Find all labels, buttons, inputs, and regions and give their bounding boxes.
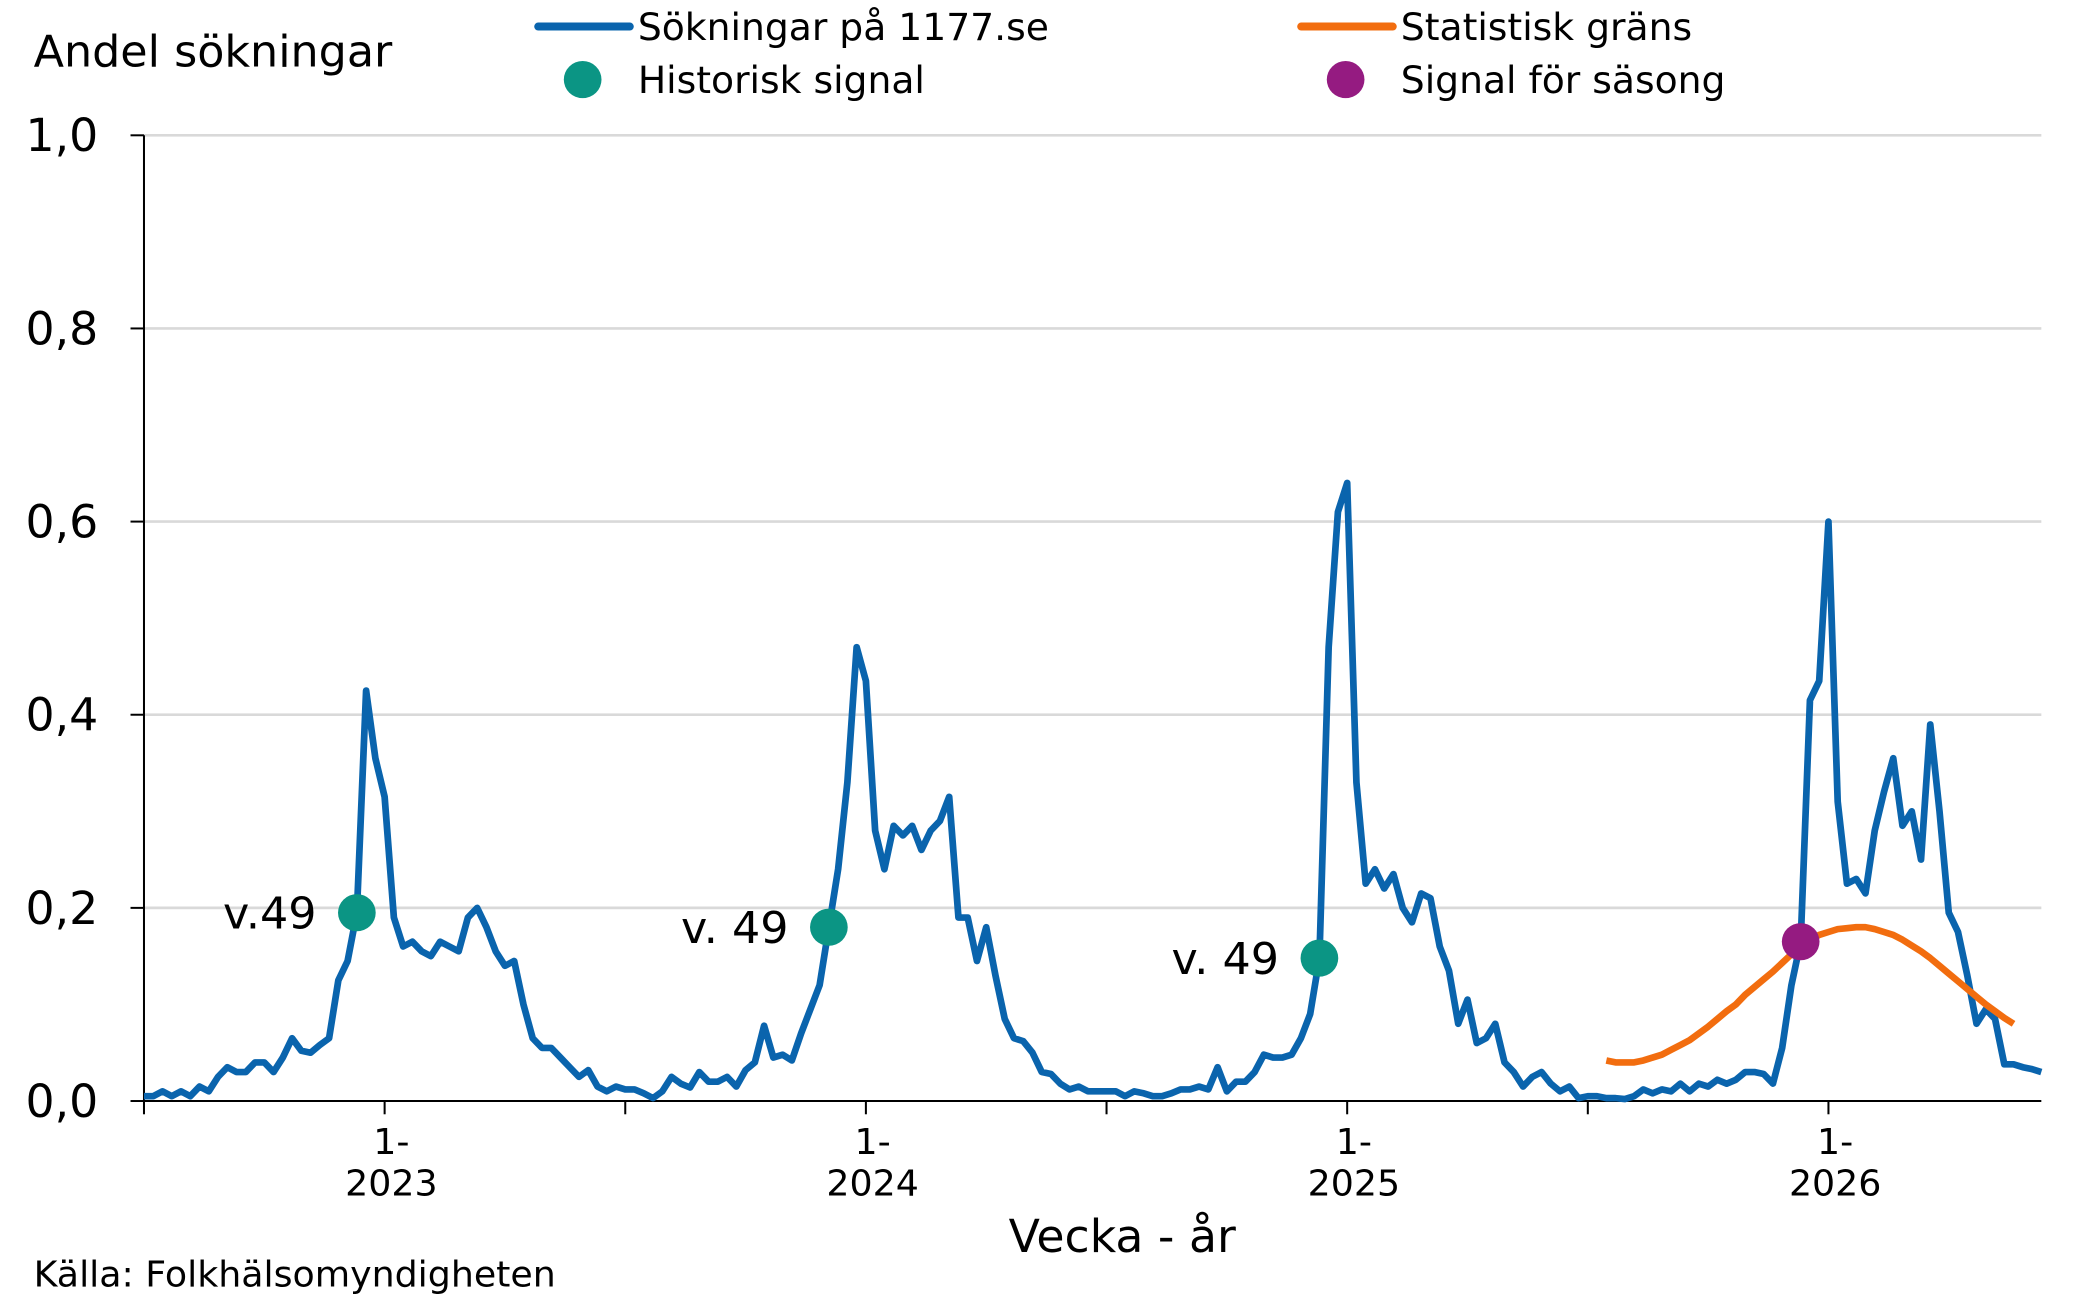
legend-label: Statistisk gräns <box>1401 5 1692 49</box>
y-tick-label: 0,0 <box>25 1075 98 1128</box>
y-tick-label: 0,2 <box>25 882 98 935</box>
series-line <box>143 479 2043 1103</box>
signal-point <box>1300 939 1339 977</box>
source: Källa: Folkhälsomyndigheten <box>34 1254 556 1296</box>
point-label: v. 49 <box>681 903 789 954</box>
point-label: v. 49 <box>1171 934 1279 985</box>
y-tick-label: 0,4 <box>25 689 98 742</box>
legend-swatch <box>563 61 602 99</box>
y-tick-label: 0,8 <box>25 303 98 356</box>
legend-label: Signal för säsong <box>1401 58 1726 102</box>
signal-point <box>338 894 376 932</box>
x-tick-label: 1-2024 <box>826 1121 918 1204</box>
x-tick-label: 1-2023 <box>345 1121 437 1204</box>
x-tick-label: 1-2026 <box>1789 1121 1881 1204</box>
legend-label: Historisk signal <box>638 58 925 102</box>
y-tick-label: 1,0 <box>25 110 98 163</box>
x-tick-label: 1-2025 <box>1308 1121 1400 1204</box>
signal-point <box>810 908 848 946</box>
x-axis-title: Vecka - år <box>1009 1211 1236 1264</box>
legend-label: Sökningar på 1177.se <box>638 5 1049 49</box>
legend-swatch <box>1326 61 1365 99</box>
y-axis-title: Andel sökningar <box>34 27 394 78</box>
signal-point <box>1781 923 1820 961</box>
y-tick-label: 0,6 <box>25 496 98 549</box>
point-label: v.49 <box>223 889 316 940</box>
